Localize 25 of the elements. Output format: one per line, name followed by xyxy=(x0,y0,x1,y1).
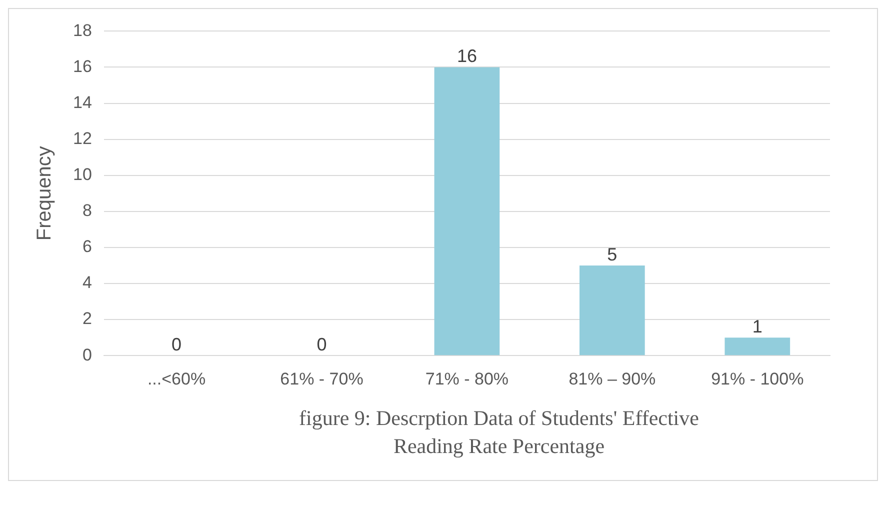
data-label: 1 xyxy=(752,316,762,337)
y-tick-label: 10 xyxy=(72,165,92,184)
data-label: 5 xyxy=(607,244,618,264)
y-tick-label: 8 xyxy=(82,201,92,220)
bar xyxy=(580,265,645,356)
bar xyxy=(724,338,790,356)
y-tick-label: 12 xyxy=(72,129,92,148)
data-label: 0 xyxy=(316,334,327,355)
bar xyxy=(434,67,500,356)
x-tick-label: 61% - 70% xyxy=(280,369,364,388)
y-tick-label: 18 xyxy=(72,20,92,40)
x-tick-label: ...<60% xyxy=(147,369,206,388)
y-tick-label: 2 xyxy=(82,309,92,328)
data-label: 16 xyxy=(456,46,477,66)
y-tick-label: 16 xyxy=(72,56,92,76)
y-tick-label: 0 xyxy=(82,345,92,364)
x-tick-label: 71% - 80% xyxy=(425,369,509,388)
x-tick-label: 81% – 90% xyxy=(568,369,656,388)
y-tick-label: 6 xyxy=(82,237,92,256)
x-tick-label: 91% - 100% xyxy=(711,369,804,388)
y-tick-label: 14 xyxy=(72,92,92,112)
x-axis-title: figure 9: Descrption Data of Students' Effective Reading Rate Percentage xyxy=(298,405,700,460)
data-label: 0 xyxy=(172,334,182,355)
y-axis-title: Frequency xyxy=(34,146,56,241)
y-tick-label: 4 xyxy=(82,273,92,292)
